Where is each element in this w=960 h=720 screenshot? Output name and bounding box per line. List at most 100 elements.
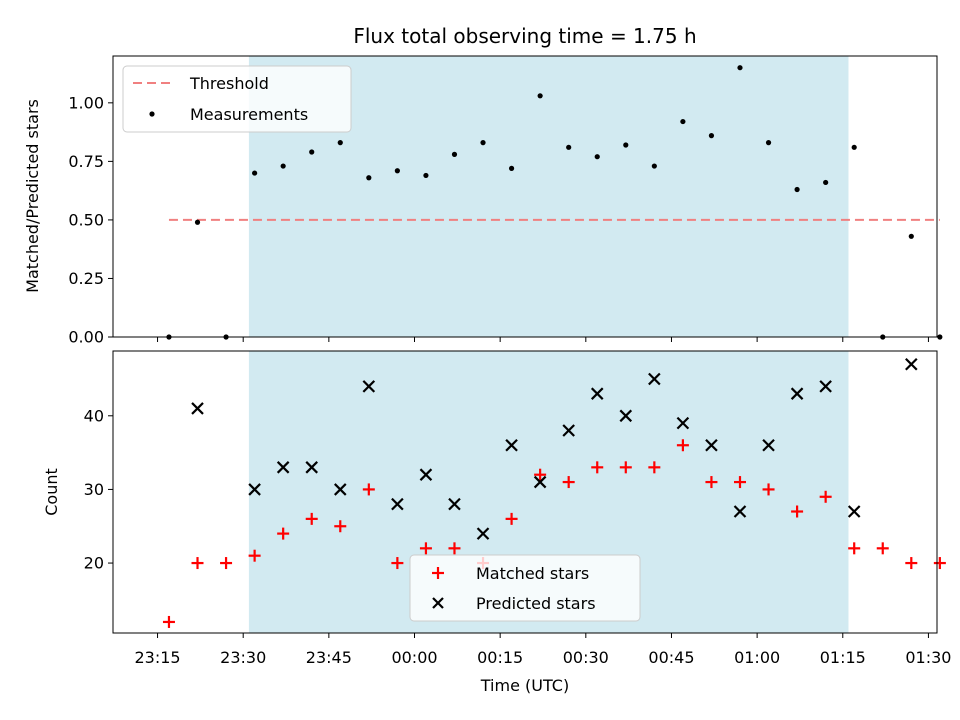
matched-star-point xyxy=(248,549,261,562)
matched-star-point xyxy=(277,527,290,540)
matched-star-point xyxy=(676,439,689,452)
bottom-x-tick-label: 23:45 xyxy=(306,648,352,667)
legend-matched-label: Matched stars xyxy=(476,564,589,583)
measurement-point xyxy=(252,170,258,176)
predicted-star-point xyxy=(762,438,775,452)
measurement-point xyxy=(937,334,943,340)
bottom-panel: 20 30 40 23:15 23:30 23:45 00:00 00:15 00:30 00:… xyxy=(42,350,951,695)
bottom-x-tick-label: 00:30 xyxy=(563,648,609,667)
top-legend: Threshold Measurements xyxy=(122,65,352,133)
predicted-star-point xyxy=(648,372,661,386)
top-plot-frame xyxy=(112,55,938,338)
predicted-star-point xyxy=(248,483,261,496)
matched-star-point xyxy=(391,557,404,570)
predicted-star-point xyxy=(819,380,832,393)
bottom-plot-frame xyxy=(112,350,938,634)
predicted-star-point xyxy=(619,409,633,423)
predicted-star-point xyxy=(533,475,547,489)
predicted-star-point xyxy=(305,461,318,474)
legend-measurements-swatch xyxy=(149,111,155,117)
bottom-y-axis-label: Count xyxy=(42,468,61,516)
measurement-point xyxy=(851,144,857,150)
matched-star-point xyxy=(505,512,518,525)
bottom-x-axis: 23:15 23:30 23:45 00:00 00:15 00:30 00:45 01:00… xyxy=(134,633,951,667)
measurement-point xyxy=(680,118,686,125)
top-x-ticks xyxy=(157,337,929,342)
top-panel: 0.00 0.25 0.50 0.75 1.00 Matched/Predicted s… xyxy=(23,55,943,347)
legend-measurements-label: Measurements xyxy=(190,105,308,124)
top-y-tick-label: 0.25 xyxy=(68,269,104,288)
bottom-y-tick-label: 20 xyxy=(84,554,104,573)
predicted-star-point xyxy=(333,483,347,496)
measurement-point xyxy=(508,165,515,171)
matched-star-point xyxy=(334,520,347,533)
bottom-x-tick-label: 01:30 xyxy=(905,648,951,667)
measurement-point xyxy=(623,142,629,148)
predicted-star-point xyxy=(505,438,518,452)
matched-star-point xyxy=(791,505,804,518)
measurement-point xyxy=(280,163,286,169)
measurement-points xyxy=(166,65,943,340)
measurement-point xyxy=(651,163,657,169)
measurement-point xyxy=(823,179,829,186)
predicted-star-point xyxy=(476,527,490,540)
bottom-legend: Matched stars Predicted stars xyxy=(409,554,641,622)
predicted-star-point xyxy=(191,402,204,415)
top-legend-box xyxy=(122,65,352,133)
chart-title: Flux total observing time = 1.75 h xyxy=(353,24,696,48)
bottom-y-tick-label: 30 xyxy=(84,480,104,499)
predicted-star-point xyxy=(676,416,690,430)
measurement-point xyxy=(394,168,400,174)
matched-star-point xyxy=(705,476,718,489)
measurement-point xyxy=(594,154,600,160)
matched-star-point xyxy=(591,461,604,474)
legend-matched-swatch xyxy=(432,567,444,579)
measurement-point xyxy=(451,151,458,157)
matched-star-point xyxy=(619,461,632,474)
matched-star-point xyxy=(819,490,832,503)
top-y-tick-label: 0.00 xyxy=(68,328,104,347)
predicted-star-point xyxy=(562,424,575,437)
matched-star-point xyxy=(848,542,861,555)
bottom-y-axis: 20 30 40 xyxy=(84,406,113,573)
legend-threshold-label: Threshold xyxy=(189,74,269,93)
predicted-star-point xyxy=(590,387,604,400)
bottom-x-tick-label: 23:15 xyxy=(134,648,180,667)
matched-star-point xyxy=(191,557,204,570)
legend-predicted-swatch xyxy=(432,597,444,609)
matched-star-point xyxy=(562,476,575,489)
matched-star-point xyxy=(876,542,889,555)
bottom-x-tick-label: 23:30 xyxy=(220,648,266,667)
matched-star-point xyxy=(905,557,918,570)
bottom-x-tick-label: 00:15 xyxy=(477,648,523,667)
predicted-star-point xyxy=(419,468,433,481)
matched-star-point xyxy=(648,461,661,474)
matched-star-point xyxy=(419,542,432,555)
measurement-point xyxy=(566,144,572,150)
predicted-star-point xyxy=(276,461,290,474)
measurement-point xyxy=(765,140,772,146)
top-y-tick-label: 1.00 xyxy=(68,93,104,112)
measurement-point xyxy=(366,175,372,181)
top-y-axis-label: Matched/Predicted stars xyxy=(23,99,42,293)
predicted-star-point xyxy=(362,380,376,393)
measurement-point xyxy=(423,172,429,179)
predicted-star-point xyxy=(391,497,404,511)
measurement-point xyxy=(737,65,743,71)
predicted-star-point xyxy=(705,438,718,452)
matched-star-point xyxy=(762,483,775,496)
measurement-point xyxy=(309,149,315,155)
matched-star-point xyxy=(534,468,547,481)
matched-star-point xyxy=(220,557,233,570)
matched-star-point xyxy=(933,557,946,570)
measurement-point xyxy=(908,233,914,239)
measurement-point xyxy=(537,93,543,99)
bottom-x-tick-label: 00:45 xyxy=(648,648,694,667)
bottom-x-tick-label: 00:00 xyxy=(391,648,437,667)
matched-star-point xyxy=(162,615,175,628)
bottom-x-tick-label: 01:15 xyxy=(820,648,866,667)
top-y-tick-label: 0.75 xyxy=(68,152,104,171)
bottom-x-axis-label: Time (UTC) xyxy=(480,676,569,695)
matched-star-point xyxy=(362,483,375,496)
